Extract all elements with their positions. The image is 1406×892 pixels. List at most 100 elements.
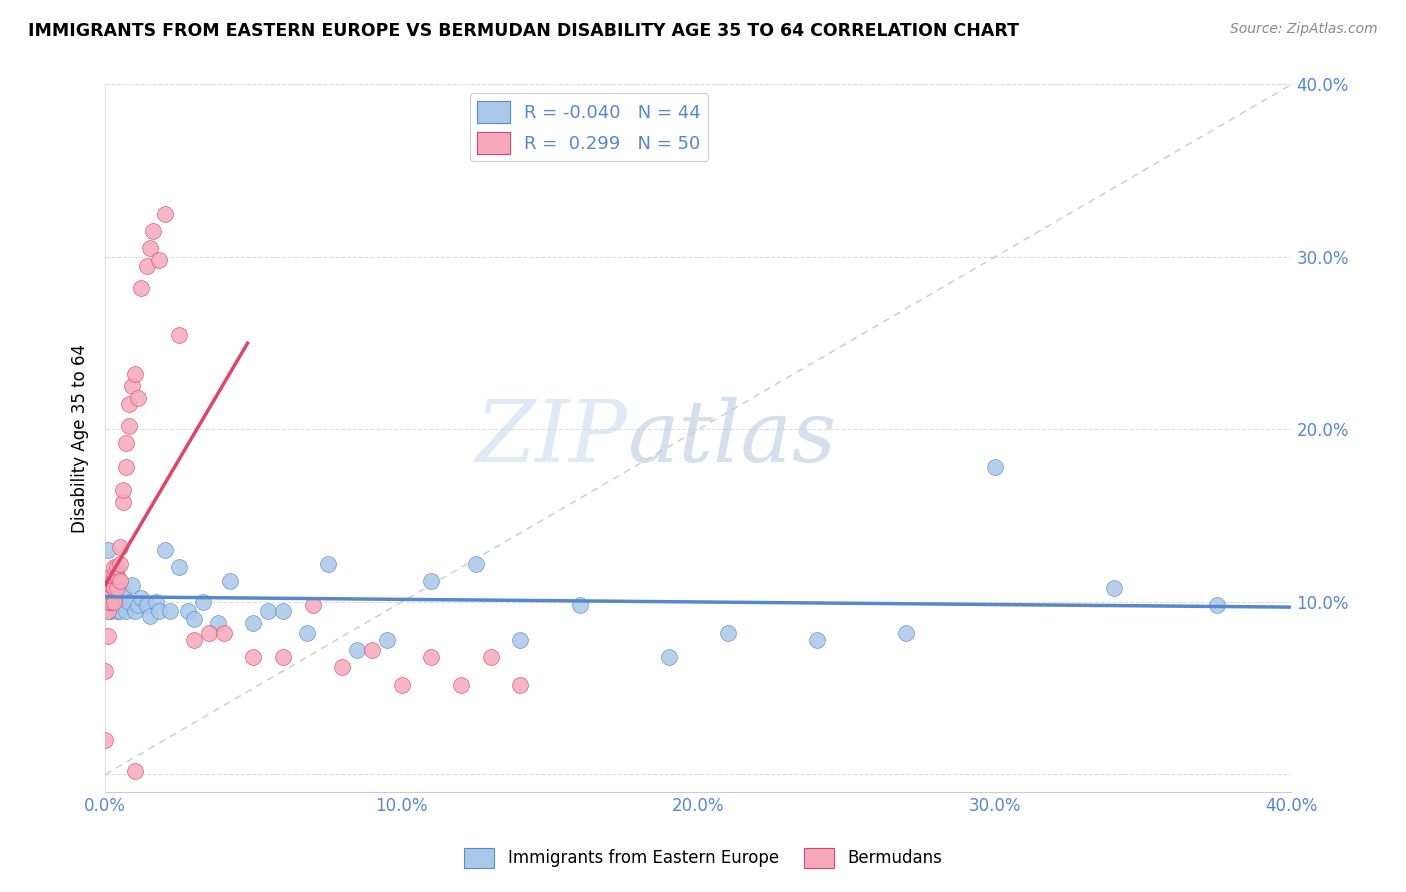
Point (148, 253, 170, 268)
Point (346, 643, 368, 657)
Text: Source: ZipAtlas.com: Source: ZipAtlas.com (1230, 22, 1378, 37)
Point (129, 281, 152, 295)
Point (191, 595, 214, 609)
Point (115, 436, 138, 450)
Point (806, 632, 828, 647)
Point (295, 626, 318, 640)
Point (332, 660, 354, 674)
Point (183, 632, 205, 647)
Point (420, 574, 443, 589)
Point (97, 595, 120, 609)
Point (658, 650, 681, 665)
Point (97, 577, 120, 591)
Point (121, 577, 143, 591)
Point (257, 603, 280, 617)
Point (301, 599, 323, 613)
Point (108, 603, 131, 617)
Point (183, 612, 205, 626)
Point (111, 586, 134, 600)
Point (103, 560, 125, 574)
Point (121, 379, 143, 393)
Point (129, 591, 152, 606)
Point (105, 603, 128, 617)
Point (361, 643, 384, 657)
Point (568, 599, 591, 613)
Point (94, 664, 117, 678)
Point (115, 603, 138, 617)
Point (450, 678, 472, 692)
Point (108, 595, 131, 609)
Point (271, 603, 294, 617)
Point (108, 557, 131, 571)
Point (111, 483, 134, 497)
Point (100, 603, 122, 617)
Point (124, 368, 146, 382)
Point (103, 595, 125, 609)
Point (159, 603, 181, 617)
Point (153, 207, 176, 221)
Point (717, 626, 740, 640)
Legend: Immigrants from Eastern Europe, Bermudans: Immigrants from Eastern Europe, Bermudan… (457, 841, 949, 875)
Point (464, 557, 486, 571)
Point (218, 574, 240, 589)
Y-axis label: Disability Age 35 to 64: Disability Age 35 to 64 (72, 343, 89, 533)
Point (207, 615, 229, 630)
Point (177, 603, 200, 617)
Point (169, 560, 191, 574)
Point (420, 650, 443, 665)
Point (1206, 599, 1229, 613)
Point (105, 569, 128, 583)
Text: atlas: atlas (627, 397, 837, 479)
Point (118, 419, 141, 434)
Point (127, 599, 149, 613)
Point (100, 586, 122, 600)
Point (169, 327, 191, 342)
Text: ZIP: ZIP (475, 397, 627, 479)
Point (108, 540, 131, 554)
Point (271, 650, 294, 665)
Point (153, 543, 176, 558)
Point (316, 557, 339, 571)
Point (509, 632, 531, 647)
Point (135, 259, 157, 273)
Point (509, 678, 531, 692)
Point (375, 632, 398, 647)
Point (242, 650, 264, 665)
Point (97, 630, 120, 644)
Point (103, 595, 125, 609)
Point (118, 595, 141, 609)
Point (138, 608, 160, 623)
Point (100, 577, 122, 591)
Point (108, 574, 131, 589)
Point (138, 241, 160, 255)
Point (103, 569, 125, 583)
Point (135, 599, 157, 613)
Point (145, 595, 167, 609)
Point (100, 569, 122, 583)
Point (115, 460, 138, 475)
Point (103, 581, 125, 595)
Point (124, 764, 146, 778)
Point (391, 678, 413, 692)
Point (127, 392, 149, 406)
Point (111, 495, 134, 509)
Point (97, 603, 120, 617)
Point (100, 595, 122, 609)
Point (212, 626, 235, 640)
Point (118, 396, 141, 410)
Point (124, 603, 146, 617)
Point (894, 626, 917, 640)
Point (242, 615, 264, 630)
Point (1102, 581, 1125, 595)
Point (148, 603, 170, 617)
Point (479, 650, 502, 665)
Legend: R = -0.040   N = 44, R =  0.299   N = 50: R = -0.040 N = 44, R = 0.299 N = 50 (470, 94, 709, 161)
Text: IMMIGRANTS FROM EASTERN EUROPE VS BERMUDAN DISABILITY AGE 35 TO 64 CORRELATION C: IMMIGRANTS FROM EASTERN EUROPE VS BERMUD… (28, 22, 1019, 40)
Point (198, 626, 221, 640)
Point (100, 586, 122, 600)
Point (94, 733, 117, 747)
Point (142, 224, 165, 238)
Point (984, 460, 1007, 475)
Point (105, 581, 128, 595)
Point (105, 560, 128, 574)
